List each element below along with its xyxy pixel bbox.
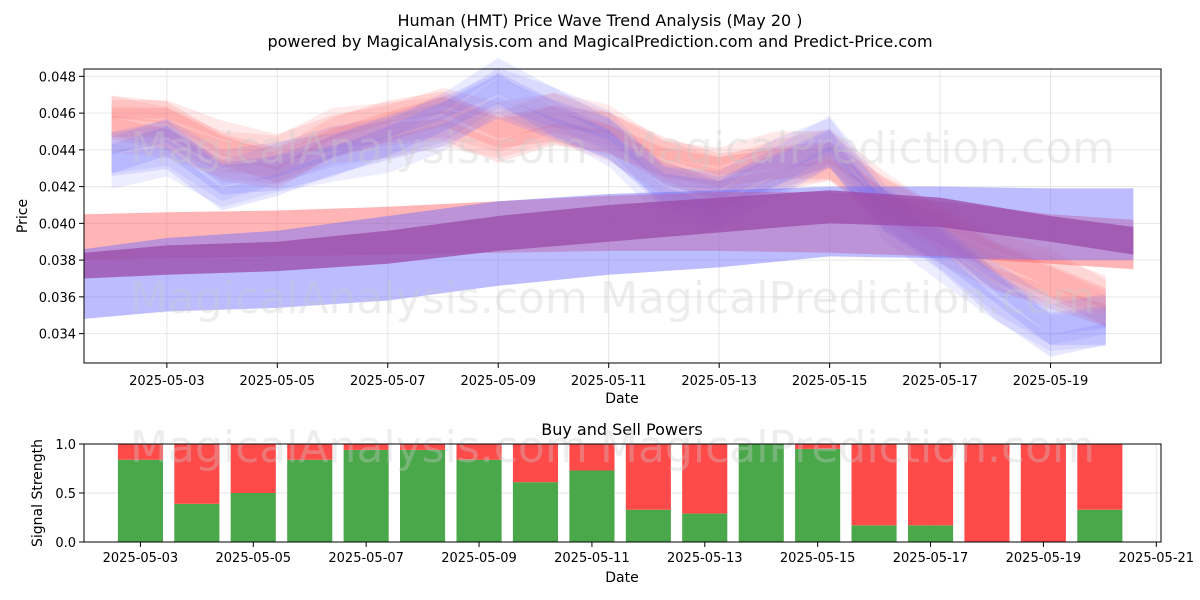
buy-power-bar xyxy=(117,459,163,542)
purple-trend-band xyxy=(84,190,1134,279)
red-wave-band xyxy=(111,87,1106,298)
buy-power-bar xyxy=(400,449,446,542)
bar-x-tick-label: 2025-05-05 xyxy=(216,551,292,566)
sell-power-bar xyxy=(400,444,446,450)
buy-power-bar xyxy=(343,449,389,542)
bar-y-ticks: 0.0 0.5 1.0 xyxy=(55,438,84,551)
price-x-tick-label: 2025-05-05 xyxy=(240,374,316,389)
price-plot-frame xyxy=(83,68,1162,364)
bar-watermarks: MagicalAnalysis.com MagicalPrediction.co… xyxy=(130,422,1095,473)
bar-y-axis-label: Signal Strength xyxy=(30,439,46,547)
buy-power-bar xyxy=(512,482,558,542)
sell-power-bar xyxy=(682,444,728,514)
buy-power-bar xyxy=(456,459,502,542)
price-y-tick-label: 0.048 xyxy=(39,70,76,85)
blue-wave-band xyxy=(111,67,1106,345)
price-y-tick-label: 0.042 xyxy=(39,181,76,196)
watermark-magicalprediction-2: MagicalPrediction.com xyxy=(600,273,1095,324)
price-x-tick-label: 2025-05-07 xyxy=(350,374,426,389)
watermark-magicalanalysis: MagicalAnalysis.com xyxy=(130,123,588,174)
bar-x-tick-label: 2025-05-19 xyxy=(1006,551,1082,566)
buy-power-bar xyxy=(287,459,333,542)
price-bands xyxy=(84,58,1134,357)
buy-power-bar xyxy=(1077,509,1123,542)
bar-x-tick-label: 2025-05-17 xyxy=(893,551,969,566)
bar-x-axis-label: Date xyxy=(605,570,638,586)
buy-power-bar xyxy=(230,493,276,542)
price-y-tick-label: 0.034 xyxy=(39,328,76,343)
bar-marks xyxy=(117,444,1123,542)
sell-power-bar xyxy=(625,444,671,510)
price-x-tick-label: 2025-05-09 xyxy=(460,374,536,389)
chart-subtitle: powered by MagicalAnalysis.com and Magic… xyxy=(267,32,932,51)
buy-power-bar xyxy=(795,448,841,542)
buy-power-bar xyxy=(569,470,615,542)
bar-y-tick-label: 0.0 xyxy=(55,536,76,551)
sell-power-bar xyxy=(174,444,220,504)
price-y-tick-label: 0.038 xyxy=(39,254,76,269)
bar-x-tick-label: 2025-05-07 xyxy=(328,551,404,566)
buy-power-bar xyxy=(738,444,784,542)
bar-y-tick-label: 0.5 xyxy=(55,487,76,502)
sell-power-bar xyxy=(1020,444,1066,542)
price-watermarks: MagicalAnalysis.com MagicalPrediction.co… xyxy=(130,123,1115,324)
chart-title: Human (HMT) Price Wave Trend Analysis (M… xyxy=(397,11,802,30)
buy-power-bar xyxy=(682,513,728,542)
bar-x-tick-label: 2025-05-11 xyxy=(554,551,630,566)
sell-power-bar xyxy=(908,444,954,526)
price-y-ticks: 0.034 0.036 0.038 0.040 0.042 0.044 0.046 0.048 xyxy=(39,70,84,343)
price-y-tick-label: 0.036 xyxy=(39,291,76,306)
bar-panel: MagicalAnalysis.com MagicalPrediction.co… xyxy=(30,422,1194,586)
sell-power-bar xyxy=(1077,444,1123,510)
bar-y-tick-label: 1.0 xyxy=(55,438,76,453)
price-y-tick-label: 0.040 xyxy=(39,217,76,232)
buy-power-bar xyxy=(851,525,897,542)
sell-power-bar xyxy=(230,444,276,493)
price-x-tick-label: 2025-05-03 xyxy=(129,374,205,389)
sell-power-bar xyxy=(851,444,897,526)
sell-power-bar xyxy=(795,444,841,449)
bar-x-tick-label: 2025-05-21 xyxy=(1119,551,1195,566)
blue-wave-band xyxy=(111,72,1106,335)
price-panel: MagicalAnalysis.com MagicalPrediction.co… xyxy=(15,58,1162,407)
price-x-tick-label: 2025-05-17 xyxy=(902,374,978,389)
buy-power-bar xyxy=(625,509,671,542)
price-y-tick-label: 0.044 xyxy=(39,144,76,159)
bar-watermark-magicalanalysis: MagicalAnalysis.com xyxy=(130,422,588,473)
bar-x-ticks: 2025-05-03 2025-05-05 2025-05-07 2025-05-09… xyxy=(103,542,1194,566)
price-y-axis-label: Price xyxy=(15,199,31,233)
price-x-tick-label: 2025-05-15 xyxy=(792,374,868,389)
bar-x-tick-label: 2025-05-03 xyxy=(103,551,179,566)
price-x-axis-label: Date xyxy=(605,391,638,407)
price-x-tick-label: 2025-05-11 xyxy=(571,374,647,389)
sell-power-bar xyxy=(964,444,1010,542)
sell-power-bar xyxy=(569,444,615,471)
price-x-tick-label: 2025-05-19 xyxy=(1013,374,1089,389)
sell-power-bar xyxy=(343,444,389,450)
price-y-tick-label: 0.046 xyxy=(39,107,76,122)
price-x-ticks: 2025-05-03 2025-05-05 2025-05-07 2025-05-09… xyxy=(129,363,1088,389)
bar-x-tick-label: 2025-05-15 xyxy=(780,551,856,566)
bar-watermark-magicalprediction: MagicalPrediction.com xyxy=(600,422,1095,473)
buy-power-bar xyxy=(174,503,220,542)
watermark-magicalanalysis-2: MagicalAnalysis.com xyxy=(130,273,588,324)
watermark-magicalprediction: MagicalPrediction.com xyxy=(620,123,1115,174)
price-x-tick-label: 2025-05-13 xyxy=(681,374,757,389)
buy-power-bar xyxy=(908,525,954,542)
sell-power-bar xyxy=(456,444,502,460)
sell-power-bar xyxy=(512,444,558,483)
bar-x-tick-label: 2025-05-09 xyxy=(441,551,517,566)
bar-chart-title: Buy and Sell Powers xyxy=(541,420,703,439)
sell-power-bar xyxy=(117,444,163,460)
sell-power-bar xyxy=(287,444,333,460)
blue-wave-band xyxy=(111,74,1106,346)
blue-wave-band xyxy=(111,96,1106,357)
bar-x-tick-label: 2025-05-13 xyxy=(667,551,743,566)
blue-wave-band xyxy=(111,77,1106,352)
